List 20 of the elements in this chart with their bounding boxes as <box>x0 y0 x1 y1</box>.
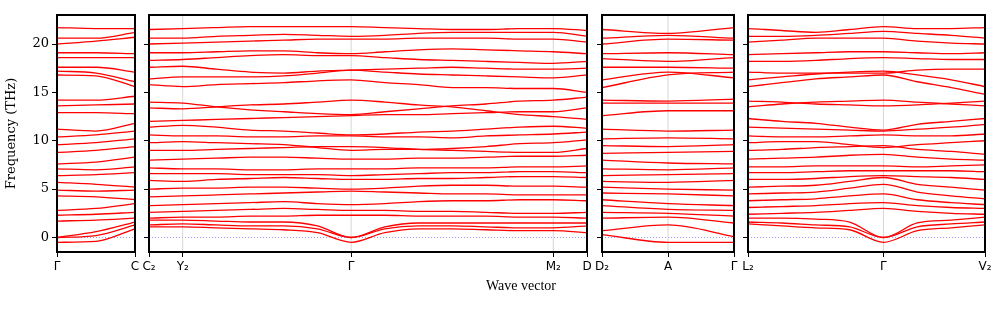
x-tick-label: Y₂ <box>175 259 189 274</box>
y-tick-label: 10 <box>32 132 49 148</box>
x-axis-title: Wave vector <box>485 278 557 294</box>
y-tick-label: 15 <box>32 83 49 99</box>
x-tick-label: L₂ <box>742 259 754 274</box>
x-tick-label: C <box>130 259 140 274</box>
x-tick-label: Γ <box>347 259 355 274</box>
x-tick-label: D <box>582 259 592 274</box>
y-axis-title: Frequency (THz) <box>3 77 19 190</box>
x-tick-label: Γ <box>880 259 888 274</box>
y-tick-label: 0 <box>40 228 49 244</box>
x-tick-label: D₂ <box>594 259 610 274</box>
y-tick-label: 20 <box>32 35 49 51</box>
x-tick-label: A <box>663 259 673 274</box>
x-tick-label: Γ <box>53 259 61 274</box>
x-tick-label: M₂ <box>545 259 562 274</box>
y-tick-label: 5 <box>40 180 49 196</box>
x-tick-label: Γ <box>730 259 738 274</box>
x-tick-label: C₂ <box>142 259 156 274</box>
x-tick-label: V₂ <box>978 259 992 274</box>
